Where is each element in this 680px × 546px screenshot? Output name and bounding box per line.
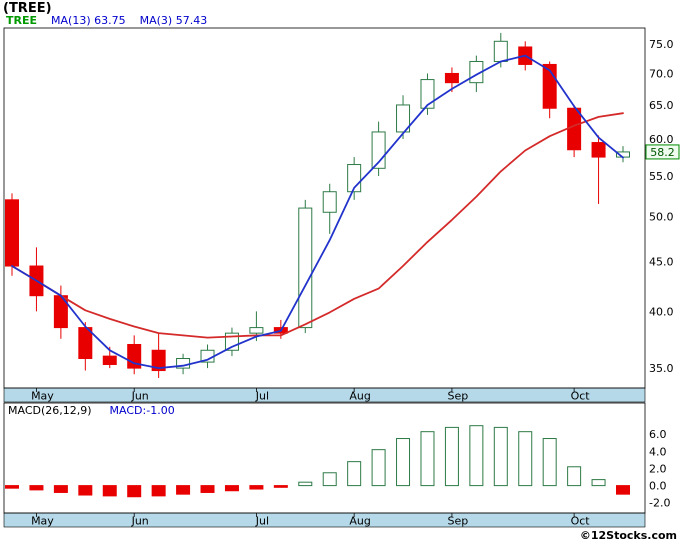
macd-bar bbox=[53, 485, 68, 493]
macd-month-label: Aug bbox=[349, 515, 370, 528]
ma13-line bbox=[11, 112, 624, 339]
macd-bar bbox=[224, 485, 239, 492]
macd-axis-label: -2.0 bbox=[649, 497, 670, 510]
chart-legend: TREE MA(13) 63.75 MA(3) 57.43 bbox=[6, 14, 207, 27]
price-plot-frame bbox=[3, 27, 646, 389]
macd-bar bbox=[322, 472, 337, 487]
page-title: (TREE) bbox=[3, 1, 52, 16]
price-axis-label: 50.0 bbox=[649, 210, 674, 223]
candle-body bbox=[322, 191, 337, 213]
macd-bar bbox=[420, 431, 435, 487]
macd-bar bbox=[591, 479, 606, 487]
macd-title: MACD(26,12,9) bbox=[8, 404, 92, 417]
candle-body bbox=[102, 355, 117, 365]
candle-body bbox=[396, 104, 411, 133]
price-axis-label: 65.0 bbox=[649, 99, 674, 112]
macd-bar bbox=[616, 485, 630, 495]
macd-month-label: May bbox=[31, 515, 54, 528]
macd-bar bbox=[249, 485, 264, 490]
macd-month-label: Jul bbox=[255, 515, 269, 528]
ma3-line bbox=[11, 54, 624, 370]
candle-body bbox=[5, 199, 19, 267]
macd-month-label: Jun bbox=[131, 515, 149, 528]
candle-body bbox=[444, 72, 459, 84]
macd-bar bbox=[371, 449, 386, 487]
price-axis-label: 70.0 bbox=[649, 67, 674, 80]
macd-month-label: Oct bbox=[571, 515, 591, 528]
macd-axis-label: 4.0 bbox=[649, 445, 667, 458]
price-axis-label: 55.0 bbox=[649, 170, 674, 183]
candle-body bbox=[298, 207, 313, 329]
last-price-box bbox=[645, 144, 680, 160]
macd-bar bbox=[567, 466, 582, 487]
price-month-label: Jul bbox=[255, 390, 269, 403]
ma3-legend-label: MA(3) 57.43 bbox=[139, 14, 208, 27]
macd-bar bbox=[469, 425, 484, 487]
macd-axis-label: 0.0 bbox=[649, 480, 667, 493]
macd-value-label: MACD:-1.00 bbox=[109, 404, 175, 417]
macd-bar bbox=[542, 438, 557, 487]
price-month-label: Aug bbox=[349, 390, 370, 403]
macd-bar bbox=[493, 426, 508, 487]
candle-body bbox=[249, 327, 264, 334]
macd-bar bbox=[298, 481, 313, 487]
price-axis-label: 75.0 bbox=[649, 38, 674, 51]
price-month-label: Jun bbox=[131, 390, 149, 403]
macd-bar bbox=[273, 485, 288, 488]
candle-body bbox=[78, 327, 93, 360]
macd-bar bbox=[200, 485, 215, 493]
candle-body bbox=[493, 40, 508, 62]
price-axis-label: 40.0 bbox=[649, 305, 674, 318]
candle-body bbox=[567, 107, 582, 151]
candle-body bbox=[591, 142, 606, 158]
macd-legend: MACD(26,12,9) MACD:-1.00 bbox=[8, 404, 175, 417]
candle-body bbox=[151, 349, 166, 372]
macd-bar bbox=[127, 485, 142, 498]
macd-plot-frame bbox=[3, 402, 646, 514]
candle-body bbox=[420, 79, 435, 109]
macd-bar bbox=[444, 426, 459, 487]
price-axis-label: 45.0 bbox=[649, 255, 674, 268]
price-month-label: Oct bbox=[571, 390, 591, 403]
macd-bar bbox=[5, 485, 19, 489]
copyright-label: ©12Stocks.com bbox=[579, 529, 677, 542]
macd-bar bbox=[396, 438, 411, 487]
price-month-label: May bbox=[31, 390, 54, 403]
macd-bar bbox=[102, 485, 117, 497]
macd-bar bbox=[518, 431, 533, 487]
price-axis-label: 60.0 bbox=[649, 133, 674, 146]
price-axis-label: 35.0 bbox=[649, 362, 674, 375]
last-price-label: 58.2 bbox=[650, 146, 675, 159]
macd-bar bbox=[176, 485, 191, 495]
price-x-axis-band bbox=[3, 387, 646, 403]
macd-month-label: Sep bbox=[448, 515, 469, 528]
macd-bar bbox=[151, 485, 166, 497]
ticker-symbol: TREE bbox=[6, 14, 38, 27]
macd-axis-label: 6.0 bbox=[649, 428, 667, 441]
macd-x-axis-band bbox=[3, 512, 646, 528]
ma13-legend-label: MA(13) 63.75 bbox=[51, 14, 126, 27]
price-month-label: Sep bbox=[448, 390, 469, 403]
macd-axis-label: 2.0 bbox=[649, 462, 667, 475]
macd-bar bbox=[78, 485, 93, 496]
macd-bar bbox=[347, 461, 362, 487]
macd-bar bbox=[29, 485, 44, 491]
